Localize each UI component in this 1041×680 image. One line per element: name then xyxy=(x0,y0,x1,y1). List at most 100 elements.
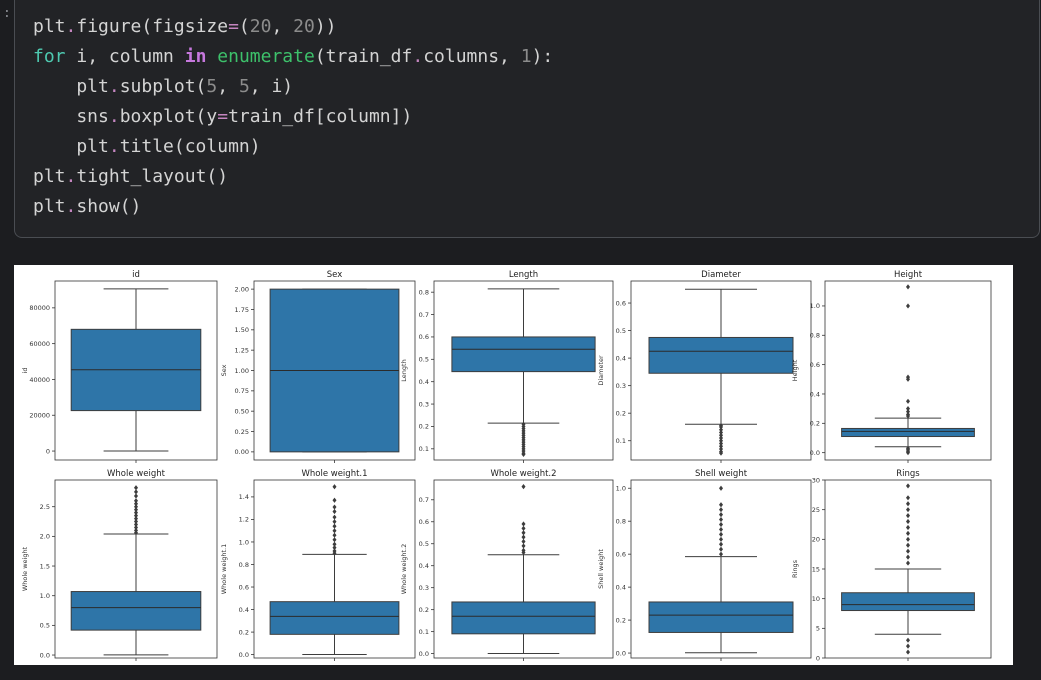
code-token: ): xyxy=(531,46,554,67)
code-token: , i) xyxy=(249,76,294,97)
outlier-point xyxy=(719,438,723,444)
y-tick-label: 1.25 xyxy=(235,346,249,354)
y-tick-label: 0.1 xyxy=(419,445,429,453)
outlier-point xyxy=(332,523,337,529)
code-token: plt xyxy=(33,166,66,187)
subplot-title: Diameter xyxy=(701,270,741,280)
y-tick-label: 0.2 xyxy=(810,420,820,428)
outlier-point xyxy=(332,497,337,503)
iqr-box xyxy=(648,336,794,374)
outlier-point xyxy=(906,530,910,536)
outlier-point xyxy=(134,501,138,507)
iqr-box xyxy=(451,601,596,635)
outlier-point xyxy=(906,450,910,456)
y-tick-label: 0.2 xyxy=(419,606,429,614)
y-tick-label: 0.4 xyxy=(419,562,429,570)
outlier-point xyxy=(906,284,910,290)
y-axis-label: Sex xyxy=(220,364,228,376)
y-tick-label: 0.0 xyxy=(40,651,50,659)
y-tick-label: 30 xyxy=(812,476,820,484)
y-tick-label: 0.6 xyxy=(810,361,820,369)
outlier-point xyxy=(719,485,723,491)
outlier-point xyxy=(134,498,138,504)
code-token: columns, xyxy=(423,46,521,67)
outlier-point xyxy=(521,451,526,458)
outlier-point xyxy=(906,554,910,560)
outlier-point xyxy=(521,534,526,540)
iqr-box xyxy=(648,601,794,633)
code-line: plt.title(column) xyxy=(33,132,553,162)
y-tick-label: 0.4 xyxy=(810,390,820,398)
cell-prompt-marker: : xyxy=(3,6,11,21)
y-tick-label: 0.4 xyxy=(419,378,429,386)
code-token: plt xyxy=(33,196,66,217)
y-axis-label: Whole weight.2 xyxy=(400,544,408,595)
y-tick-label: 15 xyxy=(812,565,820,573)
y-axis-label: Shell weight xyxy=(597,549,605,589)
outlier-point xyxy=(906,303,910,309)
subplot-title: id xyxy=(132,270,140,280)
subplot-sex: 0.00 0.25 0.50 0.75 1.00 1.25 1.50 1.75 2.00 Sex S… xyxy=(220,270,416,463)
y-tick-label: 0.0 xyxy=(810,449,820,457)
code-token: subplot( xyxy=(119,76,207,97)
iqr-box xyxy=(70,591,202,631)
outlier-point xyxy=(719,526,723,533)
code-line: sns.boxplot(y=train_df[column]) xyxy=(33,102,553,132)
code-token: . xyxy=(65,16,77,37)
outlier-point xyxy=(906,518,910,525)
outlier-point xyxy=(134,521,138,528)
y-tick-label: 40000 xyxy=(29,376,50,384)
code-cell[interactable]: plt.figure(figsize=(20, 20)) for i, colum… xyxy=(14,0,1040,238)
outlier-point xyxy=(521,543,526,549)
subplot-title: Rings xyxy=(896,469,920,479)
subplot-title: Whole weight.1 xyxy=(301,469,367,479)
outlier-point xyxy=(332,504,337,510)
outlier-point xyxy=(134,518,138,525)
subplot-title: Whole weight.2 xyxy=(490,469,556,479)
code-token: . xyxy=(412,46,424,67)
code-token: plt xyxy=(33,136,109,157)
y-tick-label: 0.6 xyxy=(239,583,249,591)
y-tick-label: 0.8 xyxy=(810,332,820,340)
y-tick-label: 0 xyxy=(816,654,820,662)
outlier-point xyxy=(332,532,337,538)
iqr-box xyxy=(451,336,596,373)
y-tick-label: 0.7 xyxy=(419,496,429,504)
y-tick-label: 0.6 xyxy=(419,518,429,526)
code-token: )) xyxy=(314,16,337,37)
outlier-point xyxy=(906,507,910,513)
y-tick-label: 0.1 xyxy=(616,437,626,445)
outlier-point xyxy=(134,493,138,499)
outlier-point xyxy=(719,446,723,452)
code-token: 20 xyxy=(249,16,272,37)
outlier-point xyxy=(332,484,337,490)
subplot-height: 0.0 0.2 0.4 0.6 0.8 1.0 Height Height xyxy=(791,270,992,463)
outlier-point xyxy=(719,429,723,436)
y-tick-label: 0.75 xyxy=(235,387,249,395)
y-tick-label: 0.6 xyxy=(616,299,626,307)
code-token: title(column) xyxy=(119,136,261,157)
outlier-point xyxy=(906,643,910,649)
y-tick-label: 0.50 xyxy=(235,407,249,415)
outlier-point xyxy=(332,541,337,547)
outlier-point xyxy=(521,521,526,527)
code-editor[interactable]: plt.figure(figsize=(20, 20)) for i, colum… xyxy=(33,12,553,222)
code-token: . xyxy=(108,106,120,127)
y-tick-label: 0.0 xyxy=(239,651,249,659)
y-axis-label: Rings xyxy=(791,559,799,578)
subplot-title: Length xyxy=(509,270,538,280)
subplot-rings: 0 5 10 15 20 25 30 Rings Rings xyxy=(791,469,992,662)
code-token: 1 xyxy=(520,46,532,67)
code-token: plt xyxy=(33,16,66,37)
y-tick-label: 1.00 xyxy=(235,367,249,375)
code-token: boxplot(y xyxy=(119,106,218,127)
y-tick-label: 0.5 xyxy=(419,356,429,364)
cell-output: 0 20000 40000 60000 80000 id id 0.00 0.25 0.50 0.7… xyxy=(14,265,1013,665)
code-token xyxy=(206,46,217,67)
subplot-length: 0.1 0.2 0.3 0.4 0.5 0.6 0.7 0.8 Length Length xyxy=(400,270,614,463)
y-tick-label: 0.00 xyxy=(235,448,249,456)
subplot-whole-weight: 0.0 0.5 1.0 1.5 2.0 2.5 Whole weight Whole weig… xyxy=(21,469,218,661)
y-tick-label: 0.2 xyxy=(239,628,249,636)
y-tick-label: 80000 xyxy=(29,304,50,312)
subplot-diameter: 0.1 0.2 0.3 0.4 0.5 0.6 Diameter Diameter xyxy=(597,270,812,463)
